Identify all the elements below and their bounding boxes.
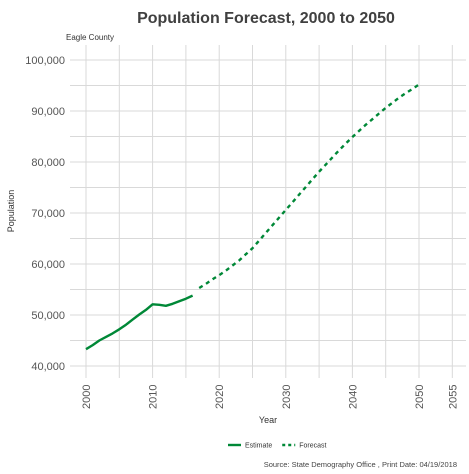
x-tick-label: 2055 xyxy=(447,385,459,409)
x-tick-label: 2050 xyxy=(414,385,426,409)
x-tick-label: 2030 xyxy=(281,385,293,409)
y-tick-label: 90,000 xyxy=(31,106,65,118)
chart-title: Population Forecast, 2000 to 2050 xyxy=(137,10,395,27)
x-tick-label: 2040 xyxy=(347,385,359,409)
source-caption: Source: State Demography Office , Print … xyxy=(264,460,457,469)
x-tick-label: 2000 xyxy=(81,385,93,409)
legend: Estimate Forecast xyxy=(228,443,327,450)
x-axis-ticks: 2000 2010 2020 2030 2040 2050 2055 xyxy=(81,385,459,409)
series-line-estimate xyxy=(86,296,193,350)
y-axis-title: Population xyxy=(6,190,16,233)
x-axis-title: Year xyxy=(259,415,277,425)
y-tick-label: 60,000 xyxy=(31,259,65,271)
y-tick-label: 70,000 xyxy=(31,208,65,220)
legend-label-forecast: Forecast xyxy=(299,443,326,450)
grid xyxy=(70,45,466,378)
y-tick-label: 50,000 xyxy=(31,310,65,322)
chart-subtitle: Eagle County xyxy=(66,33,114,42)
y-tick-label: 100,000 xyxy=(25,55,65,67)
legend-label-estimate: Estimate xyxy=(245,443,272,450)
x-tick-label: 2010 xyxy=(148,385,160,409)
y-tick-label: 40,000 xyxy=(31,361,65,373)
y-axis-ticks: 40,000 50,000 60,000 70,000 80,000 90,000 100,… xyxy=(25,55,65,373)
x-tick-label: 2020 xyxy=(214,385,226,409)
y-tick-label: 80,000 xyxy=(31,157,65,169)
